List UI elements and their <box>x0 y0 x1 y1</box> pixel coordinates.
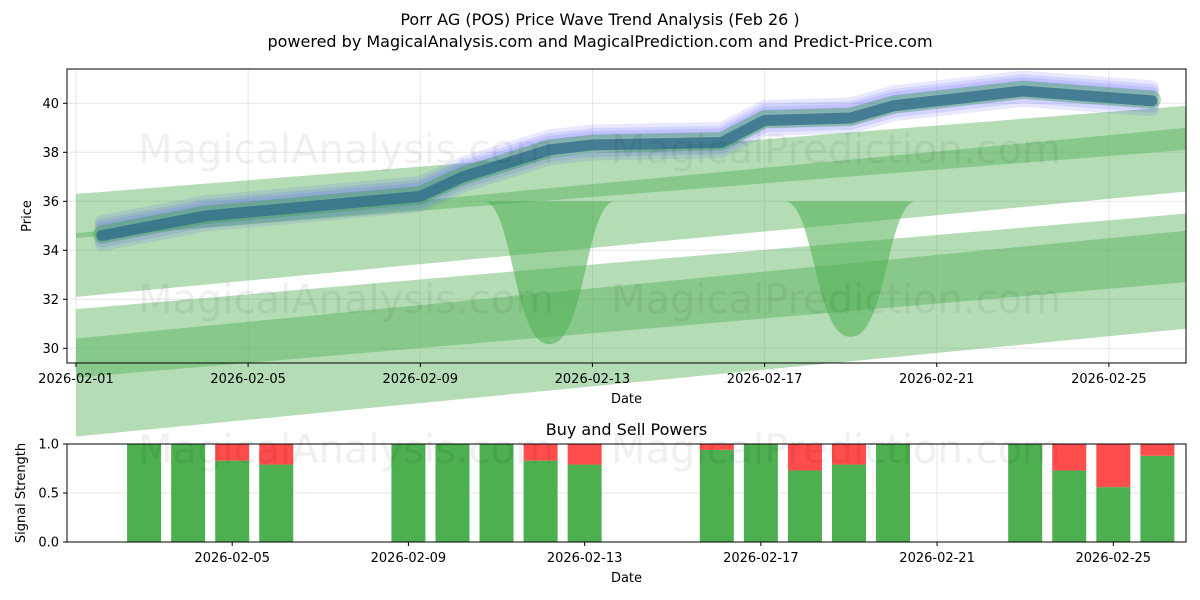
y-tick-label: 30 <box>42 342 59 357</box>
buy-sell-title: Buy and Sell Powers <box>546 420 708 439</box>
price-wave-line <box>94 70 1159 230</box>
buy-bar <box>699 449 734 542</box>
x-tick-label: 2026-02-25 <box>1071 372 1147 387</box>
x-tick-label: 2026-02-09 <box>371 551 447 566</box>
sell-bar <box>1140 444 1175 456</box>
x-tick-label: 2026-02-01 <box>38 372 114 387</box>
sell-bar <box>699 444 734 450</box>
x-tick-label: 2026-02-09 <box>382 372 458 387</box>
sell-bar <box>1096 444 1131 488</box>
y-tick-label: 0.0 <box>38 536 59 551</box>
chart-subtitle: powered by MagicalAnalysis.com and Magic… <box>267 32 932 51</box>
x-tick-label: 2026-02-05 <box>210 372 286 387</box>
sell-bar <box>787 444 822 471</box>
x-axis-label: Date <box>611 392 642 407</box>
price-wave-line <box>94 77 1159 236</box>
y-tick-label: 36 <box>42 195 59 210</box>
buy-sell-panel: 0.0 0.5 1.0 2026-02-05 2026-02-09 2026-02-13 2… <box>14 420 1187 586</box>
watermark-analysis-mid: MagicalAnalysis.com <box>138 277 554 323</box>
buy-bar <box>435 444 470 542</box>
x-tick-label: 2026-02-21 <box>899 551 975 566</box>
trend-dip <box>784 201 917 337</box>
buy-bar <box>1008 444 1043 542</box>
x-tick-label: 2026-02-17 <box>723 551 799 566</box>
chart-title: Porr AG (POS) Price Wave Trend Analysis … <box>400 10 799 29</box>
buy-bar <box>259 464 294 542</box>
buy-bar <box>127 444 162 542</box>
y-tick-label: 0.5 <box>38 487 59 502</box>
watermark-analysis-bottom: MagicalAnalysis.com <box>138 427 554 473</box>
price-wave-line <box>96 85 1158 242</box>
x-tick-label: 2026-02-17 <box>727 372 803 387</box>
buy-bar <box>391 444 426 542</box>
price-wave-panel: 30 32 34 36 38 40 2026-02-01 2026-02-05 2026-02-… <box>20 68 1187 437</box>
buy-bar <box>215 460 250 542</box>
y-tick-label: 32 <box>42 293 59 308</box>
x-tick-label: 2026-02-21 <box>899 372 975 387</box>
watermark-prediction-top: MagicalPrediction.com <box>611 127 1061 173</box>
trend-band <box>75 230 1187 437</box>
x-tick-label: 2026-02-25 <box>1076 551 1152 566</box>
x-tick-label: 2026-02-13 <box>547 551 623 566</box>
trend-dip <box>483 201 616 345</box>
y-tick-label: 40 <box>42 97 59 112</box>
y-axis-label: Signal Strength <box>14 443 29 543</box>
trend-band <box>75 127 1187 297</box>
buy-bar <box>1052 470 1087 542</box>
trend-band <box>75 213 1187 378</box>
y-tick-label: 34 <box>42 244 59 259</box>
x-tick-label: 2026-02-13 <box>555 372 631 387</box>
buy-bar <box>787 470 822 542</box>
axes-frame <box>66 68 1187 364</box>
buy-bar <box>567 464 602 542</box>
price-wave-line <box>94 74 1159 233</box>
sell-bar <box>567 444 602 465</box>
buy-bar <box>743 444 778 542</box>
watermark-analysis-top: MagicalAnalysis.com <box>138 127 554 173</box>
sell-bar <box>523 444 558 461</box>
buy-bar <box>831 464 866 542</box>
watermark-prediction-mid: MagicalPrediction.com <box>611 277 1061 323</box>
x-axis-label: Date <box>611 571 642 586</box>
buy-bar <box>1140 455 1175 542</box>
x-tick-label: 2026-02-05 <box>194 551 270 566</box>
price-wave-line <box>94 92 1159 252</box>
sell-bar <box>1052 444 1087 471</box>
buy-bar <box>479 444 514 542</box>
buy-bar <box>1096 487 1131 542</box>
buy-bar <box>876 444 911 542</box>
buy-bar <box>523 460 558 542</box>
y-axis-label: Price <box>20 200 35 232</box>
y-tick-label: 1.0 <box>38 438 59 453</box>
sell-bar <box>831 444 866 465</box>
watermark-prediction-bottom: MagicalPrediction.com <box>611 427 1061 473</box>
sell-bar <box>215 444 250 461</box>
sell-bar <box>259 444 294 465</box>
y-tick-label: 38 <box>42 146 59 161</box>
buy-bar <box>171 444 206 542</box>
